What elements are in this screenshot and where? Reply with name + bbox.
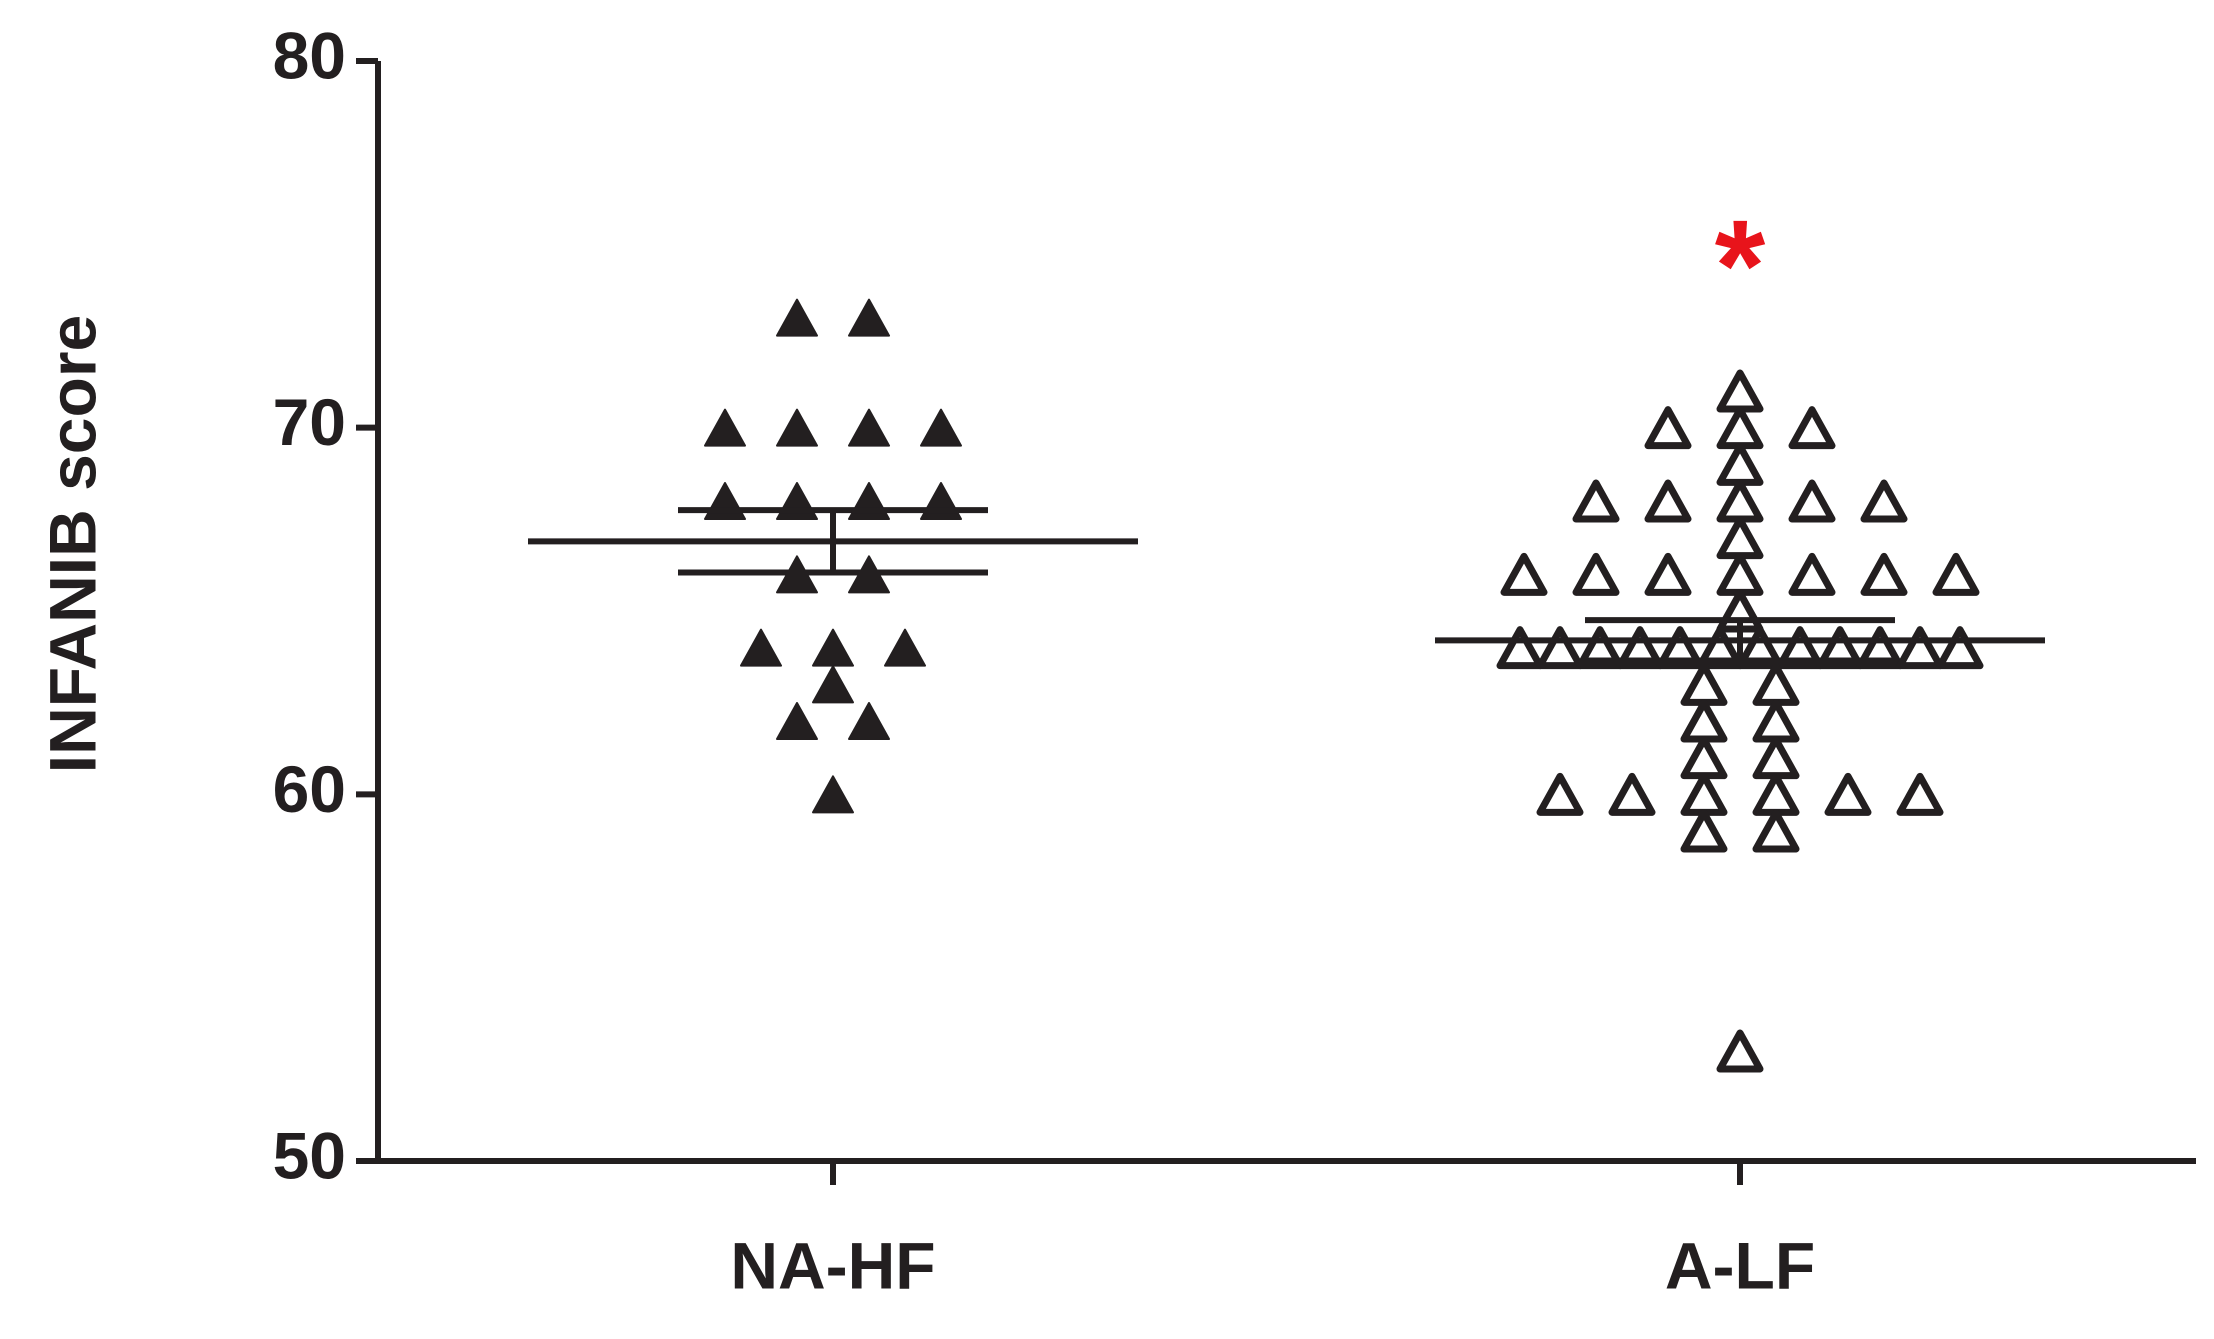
data-point	[1716, 552, 1764, 596]
data-point	[1616, 626, 1664, 670]
data-point	[1752, 699, 1800, 743]
data-point	[1644, 552, 1692, 596]
data-point	[1572, 552, 1620, 596]
data-point	[1752, 772, 1800, 816]
data-point	[704, 482, 746, 520]
data-point	[884, 628, 926, 667]
data-point	[1932, 552, 1980, 596]
significance-marker: *	[1715, 192, 1766, 338]
data-point	[776, 298, 818, 337]
data-point	[704, 408, 746, 447]
data-point	[776, 702, 818, 740]
data-point	[1536, 772, 1584, 816]
data-point	[1572, 479, 1620, 523]
data-point	[740, 628, 782, 667]
data-point	[1576, 626, 1624, 670]
y-tick-label: 70	[273, 385, 346, 459]
data-point	[848, 702, 890, 740]
data-point	[1644, 479, 1692, 523]
y-axis-label: INFANIB score	[35, 315, 109, 773]
data-point	[1896, 772, 1944, 816]
data-point	[1536, 626, 1584, 670]
data-point	[1696, 626, 1744, 670]
data-point	[1680, 736, 1728, 780]
data-point	[1656, 626, 1704, 670]
data-point	[1752, 662, 1800, 706]
x-tick-label: NA-HF	[730, 1228, 935, 1302]
data-point	[1716, 479, 1764, 523]
data-point	[1896, 626, 1944, 670]
y-tick-label: 50	[273, 1118, 346, 1192]
data-point	[776, 482, 818, 520]
data-point	[1716, 406, 1764, 450]
data-point	[776, 408, 818, 447]
data-point	[1788, 479, 1836, 523]
data-point	[848, 408, 890, 447]
data-point	[1680, 772, 1728, 816]
data-point	[1716, 516, 1764, 560]
x-tick-label: A-LF	[1665, 1228, 1815, 1302]
data-point	[1752, 809, 1800, 853]
data-point	[1788, 406, 1836, 450]
data-point	[1644, 406, 1692, 450]
data-point	[1816, 626, 1864, 670]
data-point	[1500, 552, 1548, 596]
data-point	[1936, 626, 1984, 670]
data-point	[1824, 772, 1872, 816]
data-point	[1856, 626, 1904, 670]
data-point	[1752, 736, 1800, 780]
data-point	[1716, 369, 1764, 413]
data-point	[1716, 442, 1764, 486]
data-point	[1680, 662, 1728, 706]
data-point	[1788, 552, 1836, 596]
data-point	[812, 775, 854, 814]
data-point	[1860, 552, 1908, 596]
data-point	[1716, 1029, 1764, 1073]
data-point	[812, 628, 854, 667]
y-tick-label: 80	[273, 18, 346, 92]
data-point	[848, 482, 890, 520]
data-point	[848, 298, 890, 337]
data-point	[1680, 809, 1728, 853]
data-point	[1776, 626, 1824, 670]
data-point	[1736, 626, 1784, 670]
data-point	[1608, 772, 1656, 816]
data-point	[920, 408, 962, 447]
data-point	[920, 482, 962, 520]
data-point	[1496, 626, 1544, 670]
data-point	[812, 665, 854, 704]
y-tick-label: 60	[273, 752, 346, 826]
data-point	[1860, 479, 1908, 523]
data-point	[1680, 699, 1728, 743]
